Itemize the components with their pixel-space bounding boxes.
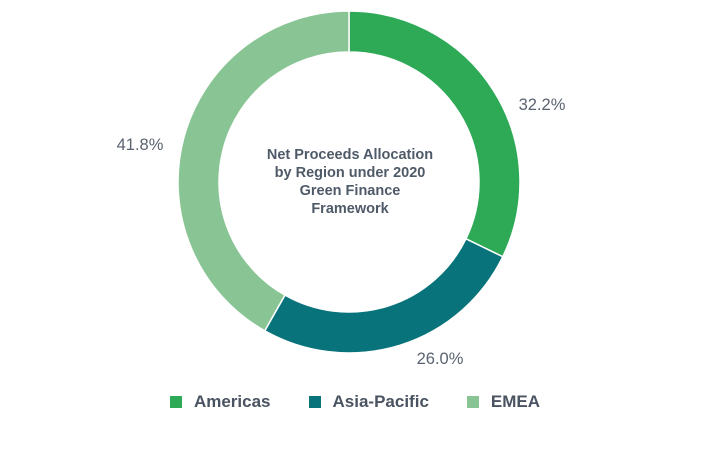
legend-swatch-emea bbox=[466, 396, 479, 408]
chart-title-line-4: Framework bbox=[311, 201, 389, 217]
chart-title-line-1: Net Proceeds Allocation bbox=[266, 147, 434, 163]
slice-asia-pacific bbox=[263, 237, 504, 354]
slice-emea bbox=[177, 10, 350, 332]
chart-title: Net Proceeds Allocation by Region under … bbox=[250, 146, 450, 218]
legend-item-emea: EMEA bbox=[466, 392, 541, 412]
data-label-asia-pacific: 26.0% bbox=[417, 350, 464, 368]
legend-label-emea: EMEA bbox=[490, 392, 541, 411]
data-label-americas: 32.2% bbox=[519, 96, 566, 114]
legend-item-asia-pacific: Asia-Pacific bbox=[308, 392, 429, 412]
chart-title-line-2: by Region under 2020 bbox=[274, 165, 426, 181]
chart-title-line-3: Green Finance bbox=[299, 183, 401, 199]
legend-item-americas: Americas bbox=[169, 392, 271, 412]
legend: Americas Asia-Pacific EMEA bbox=[0, 392, 706, 412]
legend-swatch-asia-pacific bbox=[308, 396, 321, 408]
legend-swatch-americas bbox=[169, 396, 182, 408]
slice-americas bbox=[348, 10, 521, 258]
legend-label-asia-pacific: Asia-Pacific bbox=[332, 392, 429, 411]
data-label-emea: 41.8% bbox=[117, 136, 164, 154]
legend-label-americas: Americas bbox=[193, 392, 271, 411]
